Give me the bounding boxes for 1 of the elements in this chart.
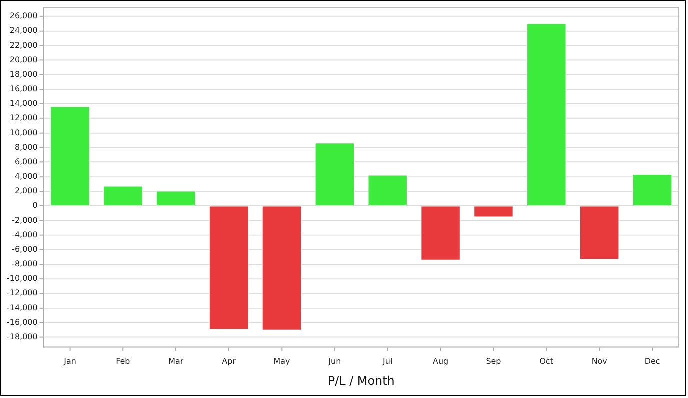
x-axis-title: P/L / Month — [328, 374, 395, 388]
